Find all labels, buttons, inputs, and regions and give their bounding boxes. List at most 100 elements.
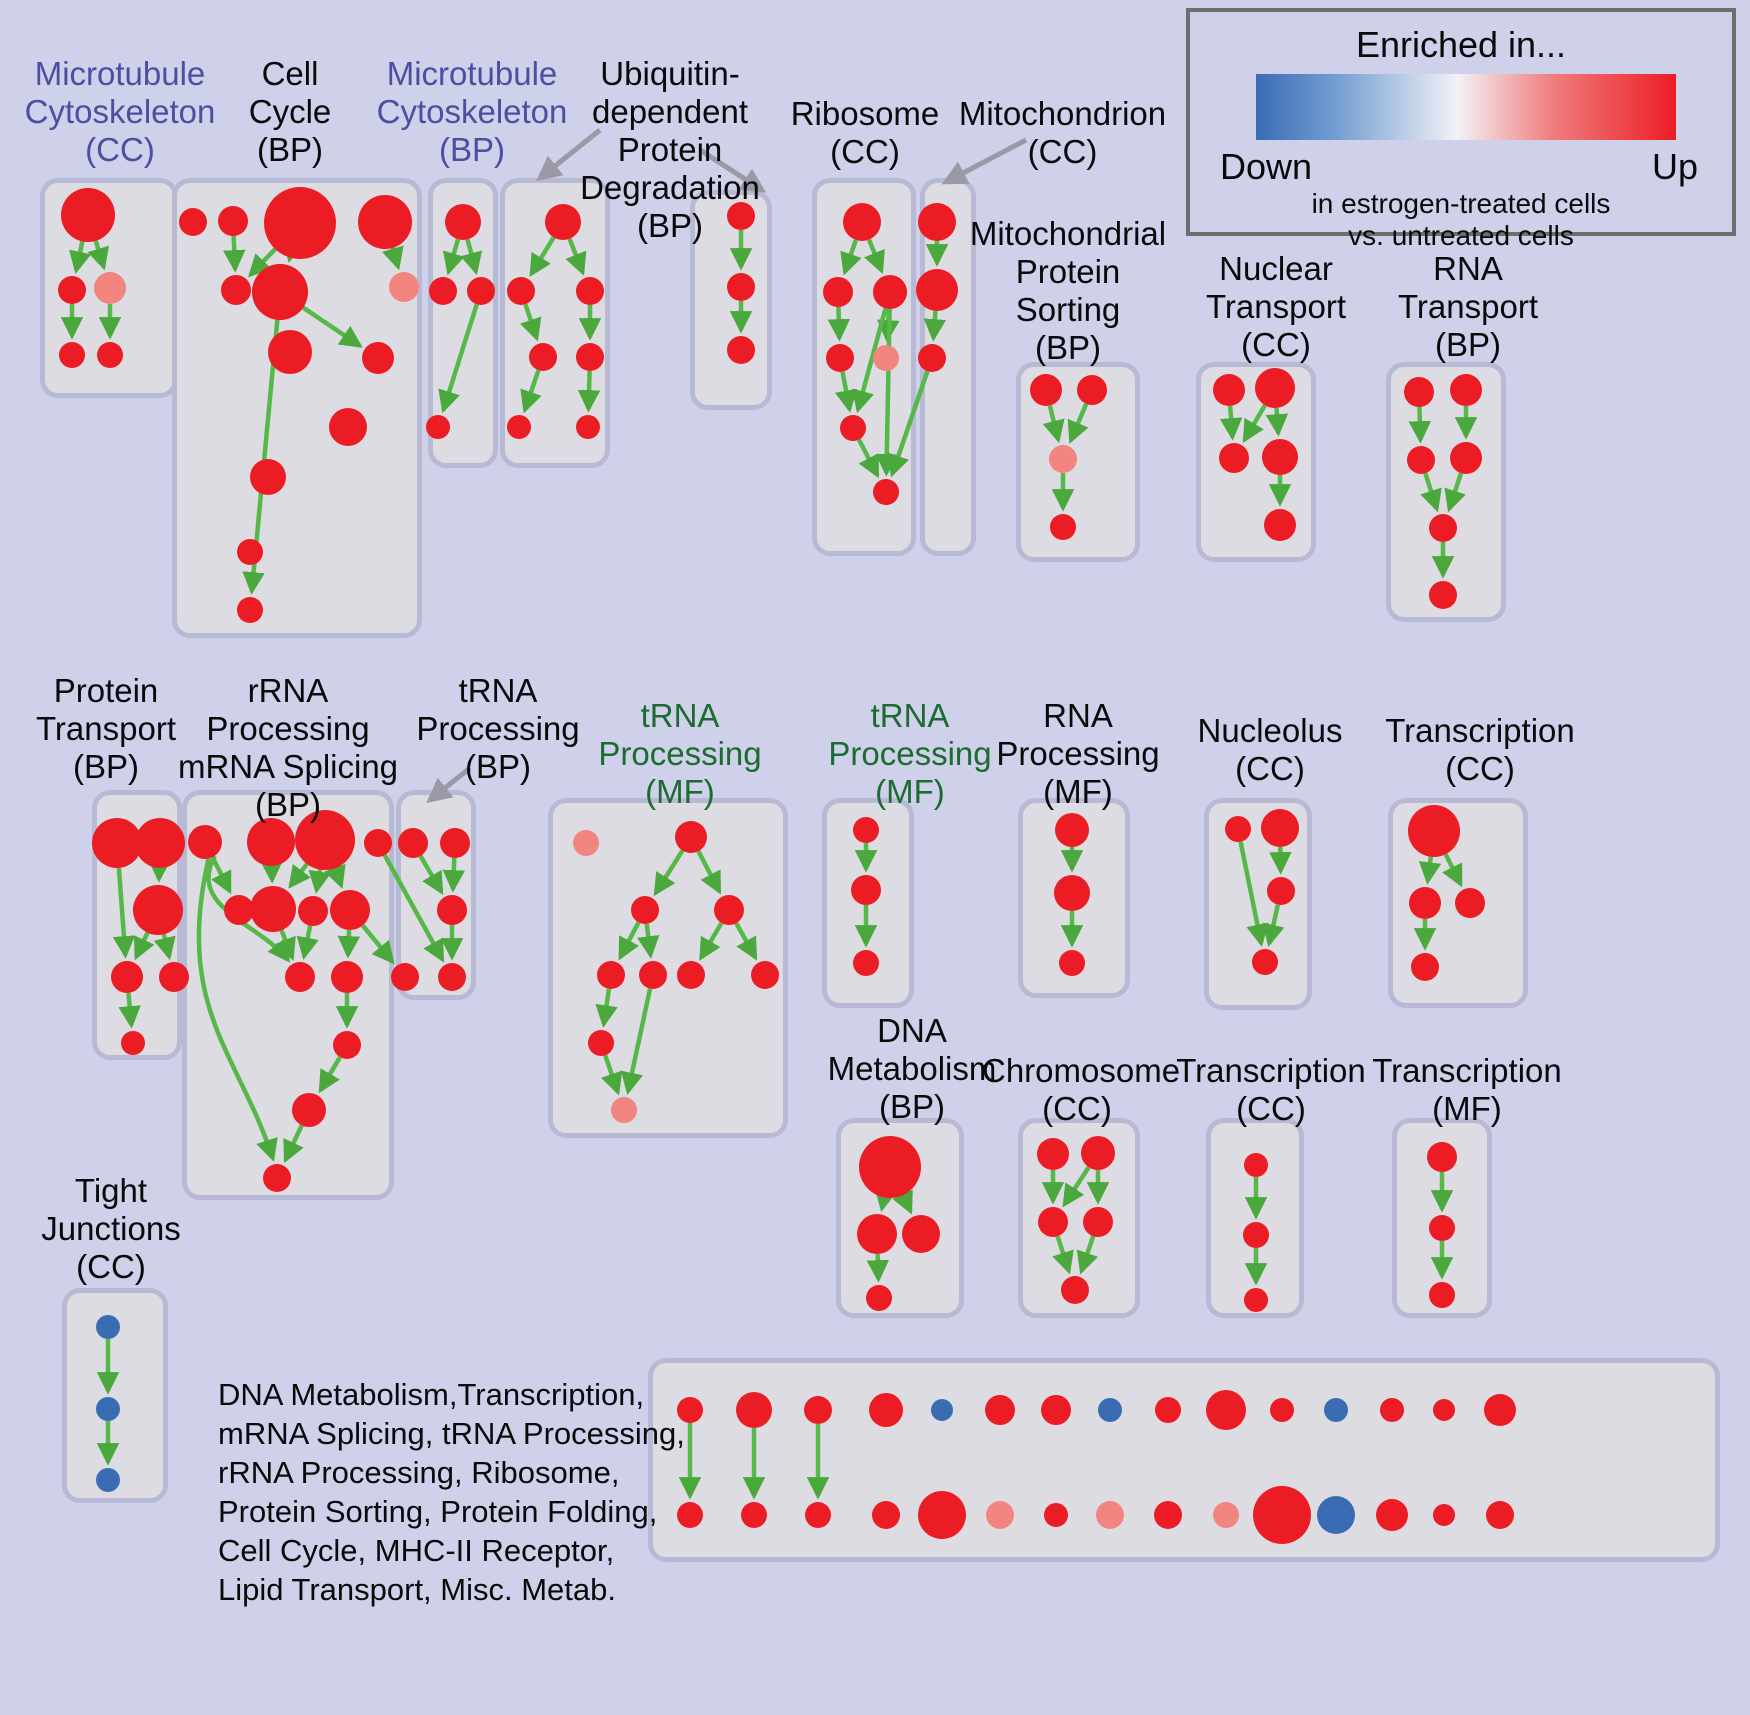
label-cell-cycle-bp: Cell Cycle (BP): [248, 55, 332, 168]
gene-node: [1429, 581, 1457, 609]
gene-node: [1219, 443, 1249, 473]
grouped-node-bottom: [805, 1502, 831, 1528]
gene-node: [61, 188, 115, 242]
grouped-node-top: [869, 1393, 903, 1427]
label-rna-processing-mf: RNA Processing (MF): [996, 697, 1160, 810]
label-nucleolus-cc: Nucleolus (CC): [1197, 712, 1343, 787]
gene-node: [873, 479, 899, 505]
gene-node: [391, 963, 419, 991]
gene-node: [121, 1031, 145, 1055]
gene-node: [467, 277, 495, 305]
gene-node: [250, 459, 286, 495]
gene-node: [1243, 1222, 1269, 1248]
gene-node: [1255, 368, 1295, 408]
legend-down-label: Down: [1220, 146, 1313, 187]
gene-node: [358, 195, 412, 249]
grouped-node-bottom: [918, 1491, 966, 1539]
gene-node: [188, 825, 222, 859]
gene-node: [1450, 442, 1482, 474]
gene-node: [426, 415, 450, 439]
label-transcription-mf: Transcription (MF): [1372, 1052, 1562, 1127]
gene-node: [263, 1164, 291, 1192]
gene-node: [631, 896, 659, 924]
grouped-node-top: [1484, 1394, 1516, 1426]
gene-node: [1050, 514, 1076, 540]
grouped-categories-text: DNA Metabolism,Transcription, mRNA Splic…: [218, 1377, 685, 1607]
gene-node: [364, 829, 392, 857]
gene-node: [727, 273, 755, 301]
gene-node: [1408, 805, 1460, 857]
gene-node: [826, 344, 854, 372]
gene-node: [1252, 949, 1278, 975]
gene-node: [1244, 1288, 1268, 1312]
label-chromosome-cc: Chromosome (CC): [982, 1052, 1181, 1127]
grouped-node-bottom: [1253, 1486, 1311, 1544]
grouped-node-bottom: [677, 1502, 703, 1528]
gene-node: [94, 272, 126, 304]
gene-node: [853, 817, 879, 843]
gene-node: [751, 961, 779, 989]
label-nuclear-transport-cc: Nuclear Transport (CC): [1206, 250, 1346, 363]
gene-node: [362, 342, 394, 374]
gene-node: [330, 890, 370, 930]
gene-node: [1081, 1136, 1115, 1170]
legend-color-gradient: [1256, 74, 1676, 140]
gene-node: [218, 206, 248, 236]
gene-node: [1262, 439, 1298, 475]
gene-node: [331, 961, 363, 993]
gene-node: [445, 204, 481, 240]
gene-node: [1429, 1215, 1455, 1241]
gene-node: [58, 276, 86, 304]
label-rrna-processing-mrna-splicing-bp: rRNA Processing mRNA Splicing (BP): [177, 672, 399, 823]
label-mitochondrion-cc: Mitochondrion (CC): [958, 95, 1167, 170]
gene-node: [135, 818, 185, 868]
gene-node: [873, 275, 907, 309]
gene-node: [918, 203, 956, 241]
label-microtubule-cytoskeleton-cc: Microtubule Cytoskeleton (CC): [24, 55, 216, 168]
grouped-node-top: [1155, 1397, 1181, 1423]
gene-node: [1409, 887, 1441, 919]
grouped-node-bottom: [1376, 1499, 1408, 1531]
gene-node: [576, 277, 604, 305]
gene-node: [677, 961, 705, 989]
gene-node: [916, 269, 958, 311]
gene-node: [1429, 514, 1457, 542]
gene-node: [1055, 813, 1089, 847]
grouped-node-top: [931, 1399, 953, 1421]
label-protein-transport-bp: Protein Transport (BP): [36, 672, 176, 785]
gene-node: [859, 1136, 921, 1198]
gene-node: [264, 187, 336, 259]
gene-node: [221, 275, 251, 305]
gene-node: [597, 961, 625, 989]
gene-node: [843, 203, 881, 241]
gene-node: [97, 342, 123, 368]
grouped-node-top: [1041, 1395, 1071, 1425]
legend-up-label: Up: [1651, 146, 1698, 187]
gene-node: [727, 202, 755, 230]
gene-node: [1030, 374, 1062, 406]
gene-node: [329, 408, 367, 446]
grouped-node-top: [1270, 1398, 1294, 1422]
gene-node: [727, 336, 755, 364]
gene-node: [1450, 374, 1482, 406]
gene-node: [576, 343, 604, 371]
legend-box: Enriched in... Down Up in estrogen-treat…: [1186, 8, 1736, 251]
gene-node: [1049, 445, 1077, 473]
grouped-node-top: [1098, 1398, 1122, 1422]
gene-node: [224, 895, 254, 925]
grouped-node-top: [677, 1397, 703, 1423]
gene-node: [1267, 877, 1295, 905]
grouped-node-bottom: [1096, 1501, 1124, 1529]
gene-node: [902, 1215, 940, 1253]
gene-node: [1083, 1207, 1113, 1237]
gene-node: [96, 1468, 120, 1492]
label-trna-processing-bp: tRNA Processing (BP): [416, 672, 580, 785]
grouped-node-top: [804, 1396, 832, 1424]
grouped-node-bottom: [1044, 1503, 1068, 1527]
gene-node: [1261, 809, 1299, 847]
label-trna-processing-mf-2: tRNA Processing (MF): [828, 697, 992, 810]
legend-subtitle: in estrogen-treated cells vs. untreated …: [1311, 188, 1611, 251]
gene-node: [1407, 446, 1435, 474]
gene-node: [851, 875, 881, 905]
